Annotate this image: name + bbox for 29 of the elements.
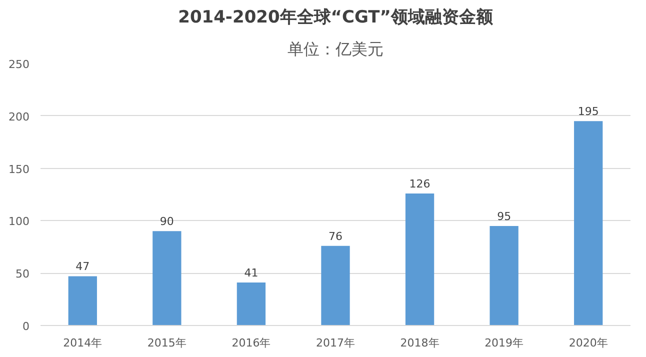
y-tick-label: 250 xyxy=(8,58,30,71)
x-tick-label: 2015年 xyxy=(147,336,186,350)
data-label: 47 xyxy=(76,260,90,274)
bar xyxy=(574,121,603,326)
chart-subtitle: 单位：亿美元 xyxy=(288,40,384,58)
x-tick-label: 2019年 xyxy=(484,336,524,350)
bar xyxy=(236,282,266,326)
data-label: 76 xyxy=(328,230,342,243)
chart-title: 2014-2020年全球“CGT”领域融资金额 xyxy=(178,8,494,28)
x-tick-label: 2018年 xyxy=(400,336,440,350)
data-label: 95 xyxy=(497,210,512,223)
y-tick-label: 50 xyxy=(16,268,30,281)
bar xyxy=(321,246,350,326)
bar xyxy=(490,226,518,326)
bar xyxy=(152,231,182,326)
y-tick-label: 100 xyxy=(8,215,30,228)
bar xyxy=(68,276,97,326)
data-label: 41 xyxy=(244,266,258,280)
y-tick-label: 0 xyxy=(22,320,30,333)
x-tick-label: 2014年 xyxy=(63,336,102,350)
data-label: 126 xyxy=(409,177,430,190)
data-label: 90 xyxy=(160,215,174,228)
y-tick-label: 150 xyxy=(8,162,30,176)
x-tick-label: 2017年 xyxy=(316,336,356,350)
x-tick-label: 2016年 xyxy=(232,336,271,350)
bar xyxy=(405,193,434,326)
y-tick-label: 200 xyxy=(8,110,30,124)
data-label: 195 xyxy=(578,105,599,118)
x-tick-label: 2020年 xyxy=(568,336,608,350)
